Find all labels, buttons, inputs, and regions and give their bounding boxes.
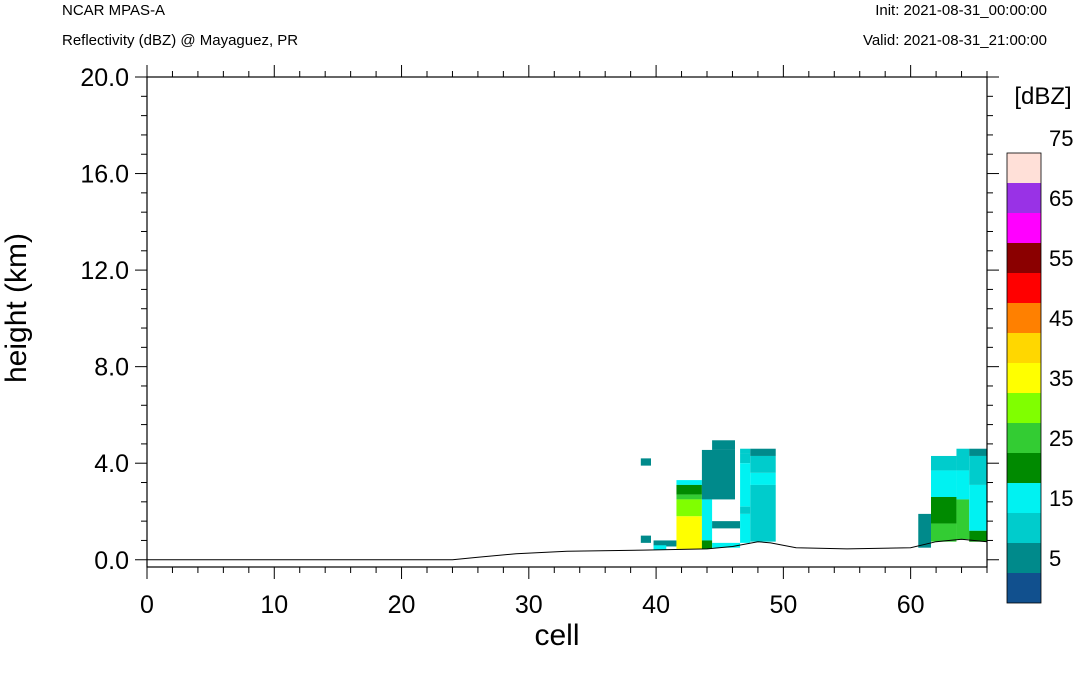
terrain-line (147, 538, 988, 561)
x-tick-label: 60 (897, 591, 925, 619)
colorbar: 5 15 25 35 45 55 65 75 [dBZ] (1006, 83, 1073, 604)
colorbar-tick-label: 15 (1049, 486, 1073, 511)
reflectivity-cell (969, 484, 987, 531)
y-axis-label: height (km) (0, 233, 33, 383)
colorbar-swatch (1007, 543, 1041, 573)
colorbar-swatch (1007, 153, 1041, 183)
y-tick-label: 4.0 (94, 450, 129, 478)
colorbar-tick-label: 75 (1049, 126, 1073, 151)
reflectivity-cell (969, 530, 987, 542)
reflectivity-cell (740, 448, 751, 454)
colorbar-label: [dBZ] (1014, 83, 1071, 110)
colorbar-swatch (1007, 483, 1041, 513)
y-tick-label: 12.0 (80, 257, 129, 285)
reflectivity-cell (712, 542, 741, 548)
colorbar-swatch (1007, 423, 1041, 453)
reflectivity-cell (676, 499, 702, 517)
reflectivity-cell (701, 540, 713, 549)
reflectivity-cell (701, 449, 735, 500)
colorbar-swatch (1007, 513, 1041, 543)
colorbar-tick-label: 55 (1049, 246, 1073, 271)
colorbar-swatch (1007, 363, 1041, 393)
reflectivity-cell (931, 455, 957, 471)
reflectivity-cell (740, 453, 751, 464)
plot-axes: 0 10 20 30 40 50 60 0.0 4.0 8.0 12.0 16.0 20.0 cell he… (0, 64, 999, 652)
colorbar-swatch (1007, 213, 1041, 243)
x-tick-label: 50 (769, 591, 797, 619)
plot-terrain (147, 538, 988, 561)
plot-cells (640, 440, 987, 550)
reflectivity-cell (956, 470, 970, 500)
reflectivity-cell (969, 455, 987, 485)
valid-time: Valid: 2021-08-31_21:00:00 (862, 32, 1047, 49)
x-tick-label: 30 (515, 591, 543, 619)
chart-subtitle: Reflectivity (dBZ) @ Mayaguez, PR (62, 32, 299, 49)
model-title: NCAR MPAS-A (62, 2, 166, 19)
reflectivity-cell (750, 455, 776, 473)
reflectivity-cell (653, 540, 677, 547)
colorbar-tick-label: 5 (1049, 546, 1061, 571)
reflectivity-cell (640, 458, 651, 466)
reflectivity-cell (740, 463, 751, 507)
colorbar-swatch (1007, 183, 1041, 213)
reflectivity-cell (740, 506, 751, 514)
colorbar-tick-label: 45 (1049, 306, 1073, 331)
x-tick-label: 20 (388, 591, 416, 619)
x-tick-label: 40 (642, 591, 670, 619)
y-tick-label: 8.0 (94, 354, 129, 382)
colorbar-swatch (1007, 453, 1041, 483)
reflectivity-cell (931, 497, 957, 524)
colorbar-swatch (1007, 333, 1041, 363)
y-tick-label: 0.0 (94, 547, 129, 575)
x-tick-label: 10 (260, 591, 288, 619)
colorbar-tick-label: 25 (1049, 426, 1073, 451)
reflectivity-cell (750, 484, 776, 542)
reflectivity-cell (676, 480, 702, 485)
reflectivity-cell (653, 545, 667, 550)
reflectivity-cell (676, 516, 702, 549)
reflectivity-cell (740, 513, 751, 543)
reflectivity-cell (712, 521, 741, 529)
reflectivity-cell (931, 470, 957, 497)
reflectivity-cell (640, 535, 651, 543)
reflectivity-cell (931, 523, 957, 542)
y-tick-label: 20.0 (80, 64, 129, 92)
reflectivity-cell (969, 448, 987, 456)
reflectivity-cell (676, 484, 702, 495)
colorbar-tick-label: 35 (1049, 366, 1073, 391)
y-tick-label: 16.0 (80, 161, 129, 189)
colorbar-frame (1006, 152, 1042, 604)
reflectivity-cell (701, 499, 713, 541)
reflectivity-cell (712, 440, 735, 450)
colorbar-swatch (1007, 273, 1041, 303)
colorbar-swatch (1007, 573, 1041, 603)
colorbar-swatch (1007, 393, 1041, 423)
colorbar-swatch (1007, 303, 1041, 333)
x-tick-label: 0 (140, 591, 154, 619)
colorbar-tick-label: 65 (1049, 186, 1073, 211)
colorbar-swatch (1007, 243, 1041, 273)
reflectivity-cell (918, 513, 931, 548)
reflectivity-cell (956, 499, 970, 540)
x-axis-label: cell (534, 619, 579, 652)
reflectivity-cell (676, 494, 702, 500)
reflectivity-cell (956, 448, 970, 471)
reflectivity-cell (750, 448, 776, 456)
plot-frame (146, 76, 988, 568)
reflectivity-cell (750, 472, 776, 485)
init-time: Init: 2021-08-31_00:00:00 (875, 2, 1047, 19)
